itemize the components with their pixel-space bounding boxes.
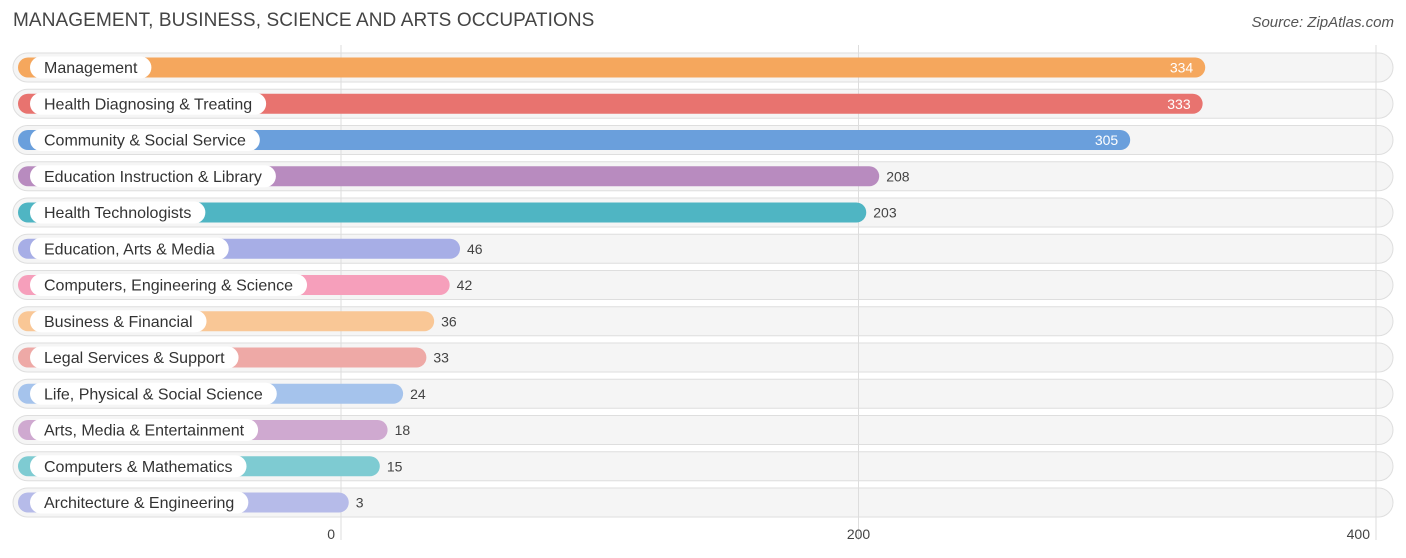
category-label: Legal Services & Support xyxy=(44,350,225,367)
category-label: Health Technologists xyxy=(44,205,191,222)
category-label: Architecture & Engineering xyxy=(44,495,234,512)
category-label: Business & Financial xyxy=(44,314,193,331)
value-label: 15 xyxy=(387,458,403,474)
label-pill xyxy=(30,382,277,405)
bar xyxy=(18,130,1131,150)
value-label: 305 xyxy=(1095,132,1119,148)
category-label: Computers & Mathematics xyxy=(44,459,233,476)
label-pill xyxy=(30,129,260,151)
label-pill xyxy=(30,165,276,188)
category-label: Management xyxy=(44,60,138,77)
category-label: Health Diagnosing & Treating xyxy=(44,96,252,113)
value-label: 333 xyxy=(1167,96,1191,112)
label-pill xyxy=(30,201,206,224)
label-pill xyxy=(30,274,308,296)
value-label: 36 xyxy=(441,313,457,329)
value-label: 46 xyxy=(467,241,483,257)
value-label: 3 xyxy=(356,495,364,511)
bar xyxy=(18,57,1206,78)
value-label: 33 xyxy=(433,350,449,366)
category-label: Computers, Engineering & Science xyxy=(44,278,293,295)
value-label: 18 xyxy=(395,422,411,438)
label-pill xyxy=(30,237,229,260)
label-pill xyxy=(30,491,249,514)
chart-title: MANAGEMENT, BUSINESS, SCIENCE AND ARTS O… xyxy=(13,10,595,31)
label-pill xyxy=(30,310,207,333)
category-label: Education, Arts & Media xyxy=(44,241,215,258)
chart-source: Source: ZipAtlas.com xyxy=(1251,14,1394,31)
value-label: 334 xyxy=(1170,60,1194,76)
label-pill xyxy=(30,419,259,441)
category-label: Life, Physical & Social Science xyxy=(44,386,263,403)
bar xyxy=(18,202,867,223)
x-tick-label: 0 xyxy=(327,526,335,542)
category-label: Education Instruction & Library xyxy=(44,169,262,186)
row-background xyxy=(12,487,1394,518)
value-label: 42 xyxy=(457,277,473,293)
x-tick-label: 200 xyxy=(847,526,871,542)
value-label: 24 xyxy=(410,386,426,402)
label-pill xyxy=(30,346,239,369)
label-pill xyxy=(30,455,247,478)
x-tick-label: 400 xyxy=(1347,526,1371,542)
category-label: Arts, Media & Entertainment xyxy=(44,423,245,440)
label-pill xyxy=(30,56,152,79)
label-pill xyxy=(30,92,267,115)
value-label: 208 xyxy=(886,168,910,184)
value-label: 203 xyxy=(873,205,897,221)
bar xyxy=(18,93,1203,114)
category-label: Community & Social Service xyxy=(44,133,246,150)
